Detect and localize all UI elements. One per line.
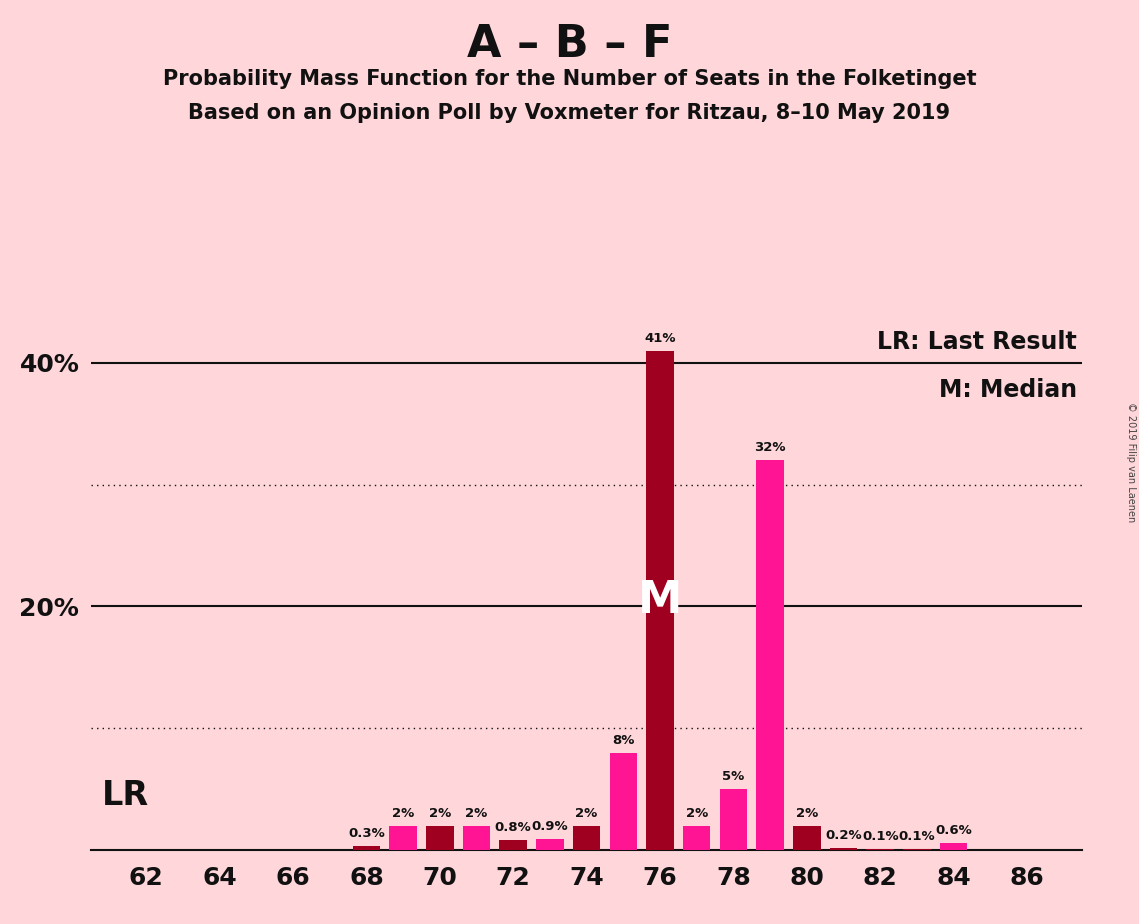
- Text: LR: LR: [103, 779, 149, 812]
- Bar: [426, 826, 453, 850]
- Bar: [683, 826, 711, 850]
- Bar: [536, 839, 564, 850]
- Text: Based on an Opinion Poll by Voxmeter for Ritzau, 8–10 May 2019: Based on an Opinion Poll by Voxmeter for…: [188, 103, 951, 124]
- Bar: [940, 843, 967, 850]
- Text: 2%: 2%: [575, 807, 598, 820]
- Text: 32%: 32%: [754, 442, 786, 455]
- Text: 0.2%: 0.2%: [825, 829, 862, 842]
- Bar: [390, 826, 417, 850]
- Bar: [793, 826, 820, 850]
- Bar: [646, 351, 674, 850]
- Text: 2%: 2%: [466, 807, 487, 820]
- Text: 0.8%: 0.8%: [494, 821, 532, 834]
- Text: 2%: 2%: [428, 807, 451, 820]
- Text: 0.9%: 0.9%: [532, 820, 568, 833]
- Text: M: Median: M: Median: [939, 379, 1077, 403]
- Text: 0.3%: 0.3%: [349, 827, 385, 840]
- Bar: [462, 826, 490, 850]
- Bar: [829, 847, 858, 850]
- Bar: [499, 840, 527, 850]
- Text: M: M: [638, 579, 682, 622]
- Text: LR: Last Result: LR: Last Result: [877, 330, 1077, 354]
- Text: A – B – F: A – B – F: [467, 23, 672, 67]
- Text: 2%: 2%: [392, 807, 415, 820]
- Text: 0.1%: 0.1%: [899, 830, 935, 843]
- Text: 2%: 2%: [796, 807, 818, 820]
- Bar: [903, 849, 931, 850]
- Bar: [609, 753, 637, 850]
- Text: 41%: 41%: [645, 332, 675, 345]
- Text: © 2019 Filip van Laenen: © 2019 Filip van Laenen: [1126, 402, 1136, 522]
- Text: Probability Mass Function for the Number of Seats in the Folketinget: Probability Mass Function for the Number…: [163, 69, 976, 90]
- Text: 2%: 2%: [686, 807, 707, 820]
- Bar: [720, 789, 747, 850]
- Text: 0.1%: 0.1%: [862, 830, 899, 843]
- Text: 5%: 5%: [722, 770, 745, 784]
- Bar: [756, 460, 784, 850]
- Bar: [573, 826, 600, 850]
- Text: 8%: 8%: [612, 734, 634, 747]
- Bar: [353, 846, 380, 850]
- Text: 0.6%: 0.6%: [935, 823, 972, 837]
- Bar: [867, 849, 894, 850]
